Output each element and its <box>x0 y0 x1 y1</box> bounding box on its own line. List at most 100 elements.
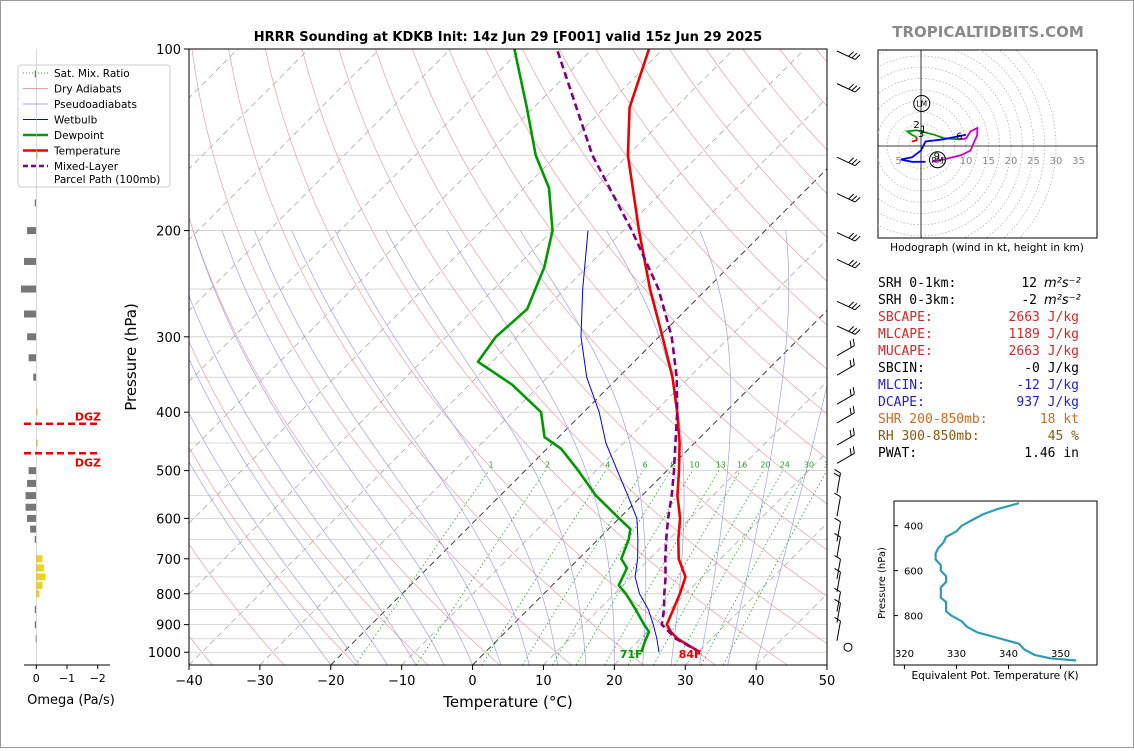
omega-panel: 0 −1 −2 Omega (Pa/s) DGZ DGZ <box>20 49 115 708</box>
storm-motion-marker <box>929 151 946 169</box>
omega-bar <box>34 535 37 543</box>
dry-adiabat <box>558 49 827 370</box>
mixing-ratio-label: 6 <box>643 461 648 470</box>
hodograph-ring-label: 25 <box>1027 156 1040 167</box>
index-label: SRH 0-1km: <box>878 276 956 291</box>
indices-table: SRH 0-1km: 12 m²s⁻² SRH 0-3km: -2 m²s⁻² SBCAPE… <box>878 276 1081 461</box>
wind-barb-flag <box>833 472 841 478</box>
isotherm-line <box>543 380 827 665</box>
pseudoadiabat <box>755 383 827 665</box>
isotherm-line <box>189 49 664 524</box>
y-tick-label: 1000 <box>148 646 181 661</box>
storm-motion-marker <box>913 95 931 112</box>
theta-y-tick-label: 800 <box>904 612 923 623</box>
index-label: MLCAPE: <box>878 327 933 342</box>
theta-y-tick-label: 400 <box>904 522 923 533</box>
legend-label-line: Parcel Path (100mb) <box>54 174 160 186</box>
omega-bar <box>27 333 37 341</box>
mixing-ratio-label: 1 <box>488 461 493 470</box>
hodograph-ring-label: 20 <box>1005 156 1018 167</box>
legend-label-line: Dry Adiabats <box>54 84 122 96</box>
pseudoadiabat <box>699 230 732 665</box>
isotherm-line <box>684 522 827 665</box>
y-axis-label: Pressure (hPa) <box>122 303 140 411</box>
wind-barb-flag <box>848 326 855 332</box>
isotherm-line <box>189 49 522 383</box>
theta-x-tick-label: 340 <box>999 649 1018 660</box>
pseudoadiabat <box>291 230 530 665</box>
wind-barb-flag <box>851 303 858 309</box>
theta-x-tick-label: 330 <box>947 649 966 660</box>
pseudoadiabat <box>606 230 685 665</box>
hodograph-trace <box>932 126 979 163</box>
wind-barb-flag <box>849 407 852 415</box>
pseudoadiabat <box>189 294 417 665</box>
index-value: -12 J/kg <box>1016 378 1079 393</box>
omega-tick-label: −2 <box>90 672 106 685</box>
wind-barb-staff <box>836 620 841 641</box>
hodograph-plot: 5 5 10 15 20 25 30 35 LM 2 13 6 RM9 <box>878 50 1097 238</box>
isotherm-line <box>189 49 593 453</box>
skewt-frame <box>188 48 828 666</box>
legend-label: Wetbulb <box>54 115 98 127</box>
wind-barb-flag <box>849 429 852 437</box>
mixing-ratio-line <box>722 470 827 665</box>
hodograph-ring-label: 15 <box>982 156 995 167</box>
y-tick-label: 900 <box>156 619 181 634</box>
omega-tick-label: 0 <box>33 672 40 685</box>
omega-bar <box>27 227 37 235</box>
omega-bar <box>36 439 38 447</box>
wind-barb-flag <box>834 598 841 604</box>
dry-adiabat <box>595 49 827 326</box>
surface-71f-label: 71F <box>620 648 643 661</box>
legend-label: Sat. Mix. Ratio <box>54 68 130 80</box>
pseudoadiabat <box>446 230 615 665</box>
pseudoadiabat <box>189 461 332 665</box>
skewt-profiles <box>476 49 701 654</box>
omega-bar <box>28 467 37 475</box>
legend-label: Pseudoadiabats <box>54 99 137 111</box>
wind-barb-flag <box>854 329 861 335</box>
mixing-ratio-label: 16 <box>737 461 747 470</box>
isotherm-line <box>189 49 380 241</box>
x-tick-label: −40 <box>175 674 202 689</box>
wind-barb-flag <box>834 492 841 498</box>
wind-barb-staff <box>836 393 855 405</box>
omega-bar <box>33 373 37 381</box>
dry-adiabat <box>301 49 788 665</box>
isotherm-line <box>189 49 806 665</box>
wind-barb-flag <box>834 533 841 538</box>
theta-x-tick-label: 320 <box>895 649 914 660</box>
mixing-ratio-line <box>653 470 764 665</box>
series-wetbulb <box>580 230 660 653</box>
omega-bar <box>24 257 37 265</box>
isotherm-line <box>189 49 451 312</box>
wind-barb-staff <box>836 434 855 446</box>
wind-barb-flag <box>848 232 855 239</box>
dry-adiabat <box>264 49 716 665</box>
wind-barb-flag <box>854 304 861 311</box>
x-tick-label: −30 <box>246 674 273 689</box>
x-tick-label: 50 <box>819 674 836 689</box>
index-label: SBCIN: <box>878 361 925 376</box>
mixing-ratio-label: 30 <box>804 461 814 470</box>
mixing-ratio-line <box>415 470 546 665</box>
isotherm-line <box>614 451 827 665</box>
omega-bar <box>24 310 37 318</box>
chart-title: HRRR Sounding at KDKB Init: 14z Jun 29 [… <box>254 30 762 45</box>
omega-bar <box>27 514 37 522</box>
theta-e-line <box>934 502 1077 662</box>
dry-adiabat <box>189 340 429 665</box>
mixing-ratio-label: 10 <box>689 461 699 470</box>
hodograph-caption: Hodograph (wind in kt, height in km) <box>890 242 1084 254</box>
x-tick-label: 40 <box>748 674 765 689</box>
wind-barb-staff <box>836 521 841 542</box>
wind-barb-flag <box>854 54 861 60</box>
legend-label-line: Pseudoadiabats <box>54 99 137 111</box>
theta-x-tick-label: 350 <box>1051 649 1070 660</box>
index-label: PWAT: <box>878 446 917 461</box>
hodograph-height-label: 2 <box>913 120 919 131</box>
omega-bar <box>25 503 37 511</box>
mixing-ratio-line <box>575 470 693 665</box>
storm-motion-label: RM <box>932 156 944 165</box>
